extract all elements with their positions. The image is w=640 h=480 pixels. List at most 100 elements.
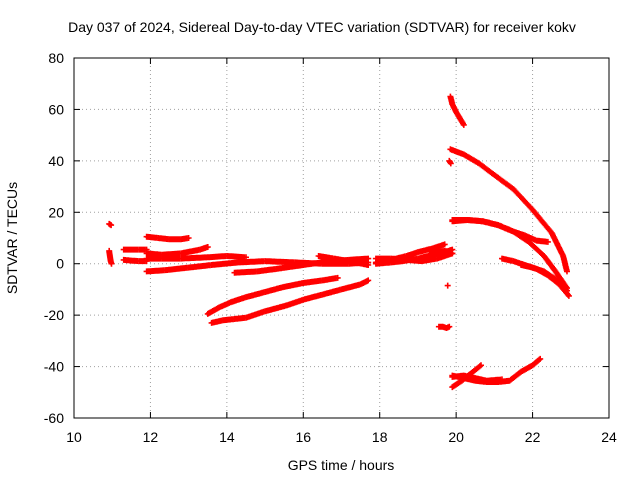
data-point	[108, 260, 115, 267]
data-point	[338, 281, 363, 293]
data-point	[334, 274, 341, 281]
data-point	[158, 255, 183, 262]
data-point	[365, 277, 372, 284]
x-tick-label: 14	[219, 429, 235, 445]
data-point	[158, 250, 183, 258]
data-point	[460, 121, 467, 128]
data-point	[372, 255, 393, 262]
data-series-t6	[143, 244, 211, 258]
data-point	[529, 206, 554, 235]
data-series-t18	[447, 146, 570, 275]
data-point	[499, 376, 505, 383]
data-point	[262, 258, 298, 266]
data-point	[525, 238, 546, 258]
data-point	[365, 255, 372, 262]
data-point	[204, 244, 211, 250]
data-point	[273, 262, 305, 272]
y-tick-label: -60	[44, 410, 64, 426]
data-series-t15	[372, 250, 456, 265]
data-point	[235, 258, 267, 266]
data-point	[506, 369, 523, 384]
data-point	[464, 217, 485, 225]
data-point	[208, 259, 240, 268]
data-point	[446, 157, 453, 166]
x-tick-label: 16	[295, 429, 311, 445]
data-point	[319, 275, 340, 284]
data-point	[319, 286, 343, 298]
data-point	[495, 222, 516, 234]
data-point	[479, 218, 500, 228]
data-series-t28	[449, 372, 505, 384]
data-point	[227, 294, 248, 306]
x-tick-label: 20	[448, 429, 464, 445]
data-point	[544, 238, 551, 245]
x-tick-label: 12	[143, 429, 159, 445]
data-point	[185, 262, 213, 271]
data-point	[403, 256, 424, 264]
x-tick-label: 22	[525, 429, 541, 445]
y-tick-label: 40	[48, 153, 64, 169]
data-point	[143, 255, 164, 262]
data-point	[178, 254, 210, 262]
data-series-t2	[106, 247, 115, 267]
data-point	[468, 363, 483, 376]
data-series-t17	[447, 93, 467, 128]
data-series-t10	[315, 253, 372, 268]
data-series-t26	[449, 362, 484, 391]
data-point	[483, 376, 504, 384]
data-point	[439, 323, 449, 331]
data-point	[541, 268, 558, 282]
y-tick-label: -20	[44, 307, 64, 323]
y-tick-label: 60	[48, 101, 64, 117]
data-point	[491, 172, 516, 192]
data-series-t12	[208, 277, 372, 326]
data-point	[449, 250, 456, 257]
data-point	[476, 160, 497, 177]
y-tick-label: 0	[56, 256, 64, 272]
data-point	[548, 229, 566, 258]
y-tick-label: -40	[44, 359, 64, 375]
data-series-t24	[444, 282, 451, 289]
x-axis-label: GPS time / hours	[288, 457, 395, 473]
x-tick-label: 10	[66, 429, 82, 445]
data-series-t16	[426, 247, 456, 258]
data-series-t22	[518, 262, 570, 294]
data-point	[243, 308, 267, 321]
data-point	[315, 253, 336, 262]
chart-title: Day 037 of 2024, Sidereal Day-to-day VTE…	[68, 19, 576, 35]
data-point	[447, 160, 454, 167]
data-point	[223, 253, 248, 261]
data-point	[443, 324, 451, 331]
data-point	[510, 186, 535, 212]
data-point	[108, 222, 115, 229]
data-point	[143, 267, 168, 275]
data-point	[143, 250, 164, 258]
data-point	[510, 228, 531, 244]
data-point	[388, 255, 408, 263]
data-point	[281, 297, 305, 310]
x-tick-label: 24	[601, 429, 617, 445]
y-tick-label: 80	[48, 50, 64, 66]
data-point	[300, 258, 332, 268]
data-point	[441, 241, 448, 248]
data-point	[564, 268, 570, 275]
data-point	[537, 355, 544, 362]
data-point	[106, 220, 114, 228]
data-point	[365, 262, 372, 268]
data-point	[552, 276, 569, 293]
data-series-t23	[446, 157, 454, 167]
data-point	[541, 253, 558, 274]
data-series-t11	[204, 274, 341, 317]
data-series-t4	[120, 256, 150, 265]
plot-area	[106, 93, 572, 391]
data-point	[529, 356, 543, 369]
data-point	[185, 235, 192, 241]
y-tick-label: 20	[48, 204, 64, 220]
data-series-t1	[106, 220, 115, 229]
data-series-t7	[143, 253, 249, 262]
data-point	[565, 292, 572, 299]
data-point	[478, 362, 484, 369]
data-point	[446, 323, 453, 330]
axis-ticks: 10 12 14 16 18 20 22 24 -60 -40 -20 0 20 40 60 80	[44, 50, 617, 445]
